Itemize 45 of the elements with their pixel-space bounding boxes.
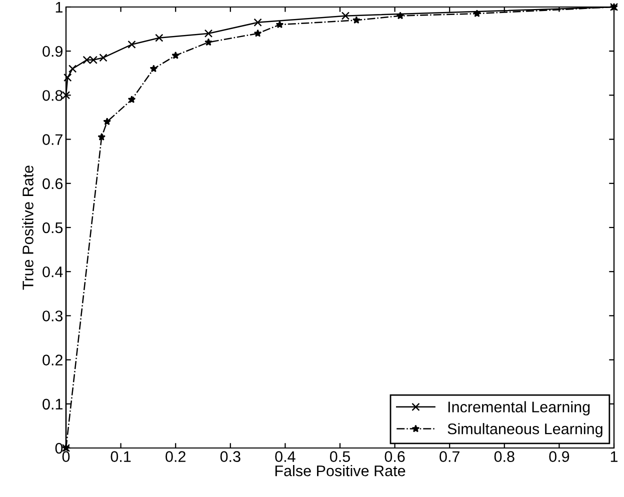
point <box>128 96 136 104</box>
x-tick-label: 1 <box>610 451 618 462</box>
point <box>99 54 108 62</box>
point <box>64 73 72 82</box>
y-tick-label: 0.3 <box>42 310 63 322</box>
y-tick-label: 0.2 <box>42 354 62 366</box>
y-tick-label: 1 <box>56 2 62 13</box>
point <box>254 29 262 37</box>
x-tick-label: 0.1 <box>110 451 131 462</box>
point <box>341 12 350 20</box>
point <box>155 34 164 42</box>
point <box>172 51 180 59</box>
x-tick-label: 0.3 <box>220 451 240 462</box>
point <box>396 12 404 20</box>
x-tick-label: 0 <box>62 451 70 462</box>
y-tick-label: 0 <box>55 442 63 454</box>
y-tick-label: 0.1 <box>42 398 62 410</box>
y-tick-label: 0.8 <box>42 90 63 101</box>
point <box>150 64 158 72</box>
point <box>254 18 262 27</box>
legend-label: Incremental Learning <box>448 401 590 416</box>
y-tick-label: 0.4 <box>42 266 63 278</box>
x-tick-label: 0.8 <box>494 451 514 462</box>
x-tick-label: 0.9 <box>549 451 570 462</box>
legend-label: Simultaneous Learning <box>448 423 602 438</box>
y-tick-label: 0.5 <box>42 222 63 234</box>
x-tick-label: 0.7 <box>440 451 460 462</box>
point <box>204 29 213 38</box>
point <box>68 64 77 73</box>
x-tick-label: 0.6 <box>384 451 405 462</box>
x-tick-label: 0.4 <box>275 451 296 462</box>
y-axis-title: True Positive Rate <box>22 166 34 290</box>
y-tick-label: 0.9 <box>42 46 62 57</box>
point <box>276 20 284 28</box>
x-axis-title: False Positive Rate <box>275 465 406 476</box>
x-tick-label: 0.5 <box>330 451 350 462</box>
y-tick-label: 0.7 <box>42 134 62 145</box>
x-tick-label: 0.2 <box>166 451 186 462</box>
point <box>473 10 481 18</box>
point <box>204 38 212 46</box>
point <box>103 118 112 126</box>
point <box>98 133 106 141</box>
point <box>352 16 360 24</box>
y-tick-label: 0.6 <box>42 178 63 190</box>
point <box>128 40 136 49</box>
